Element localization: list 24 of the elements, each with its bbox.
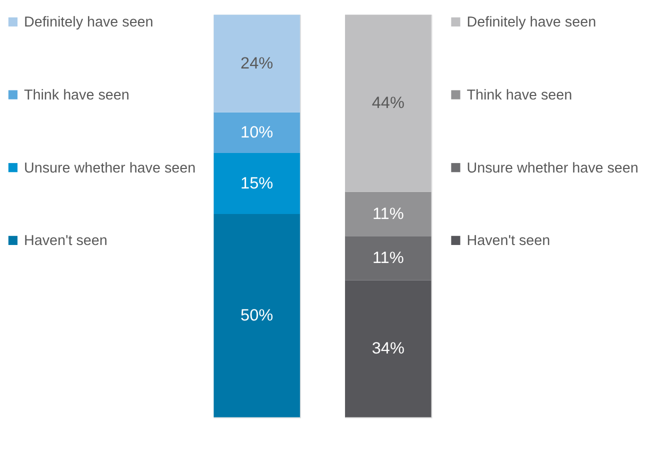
bar xyxy=(345,192,432,236)
bar xyxy=(345,280,432,418)
data-label: 15% xyxy=(240,174,274,192)
bar xyxy=(345,236,432,280)
legend-label: Think have seen xyxy=(24,88,130,104)
data-label: 50% xyxy=(240,306,274,324)
data-label: 11% xyxy=(372,249,404,268)
legend-label: Definitely have seen xyxy=(24,14,154,31)
data-label: 34% xyxy=(372,340,404,358)
legend-label: Unsure whether have seen xyxy=(466,160,638,176)
data-label: 44% xyxy=(372,94,404,112)
bar xyxy=(214,112,300,153)
legend-label: Unsure whether have seen xyxy=(24,160,196,176)
bar xyxy=(345,14,432,192)
legend-label: Think have seen xyxy=(466,88,572,104)
legend-label: Definitely have seen xyxy=(466,14,596,31)
data-label: 10% xyxy=(240,123,274,142)
data-label: 11% xyxy=(372,204,404,223)
bar xyxy=(214,14,300,112)
legend-label: Haven't seen xyxy=(24,233,108,250)
data-label: 24% xyxy=(240,54,274,72)
legend-label: Haven't seen xyxy=(466,233,550,250)
bar xyxy=(214,214,300,418)
bar xyxy=(214,152,300,214)
